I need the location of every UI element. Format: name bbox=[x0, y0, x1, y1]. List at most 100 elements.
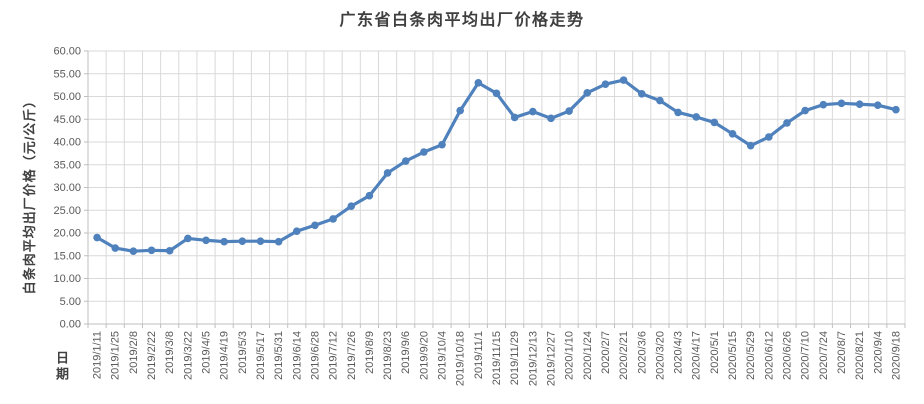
x-tick-label: 2020/4/17 bbox=[691, 331, 703, 380]
x-tick-label: 2019/10/18 bbox=[455, 331, 467, 386]
data-point-marker bbox=[837, 99, 846, 108]
data-point-marker bbox=[401, 157, 410, 165]
y-tick-label: 30.00 bbox=[53, 182, 81, 194]
data-point-marker bbox=[674, 108, 682, 117]
x-tick-label: 2020/1/10 bbox=[564, 331, 576, 380]
data-point-marker bbox=[601, 80, 610, 89]
x-tick-label: 2019/9/6 bbox=[400, 331, 412, 374]
data-point-marker bbox=[583, 89, 592, 97]
data-point-marker bbox=[474, 79, 483, 87]
chart-title: 广东省白条肉平均出厂价格走势 bbox=[339, 12, 585, 29]
data-point-marker bbox=[783, 119, 791, 127]
x-tick-label: 2020/5/1 bbox=[709, 331, 721, 374]
data-point-marker bbox=[238, 237, 247, 245]
data-point-marker bbox=[329, 215, 337, 223]
x-tick-label: 2020/8/7 bbox=[836, 331, 848, 374]
x-tick-label: 2019/9/20 bbox=[418, 331, 430, 380]
x-tick-label: 2020/7/24 bbox=[818, 331, 830, 380]
data-point-marker bbox=[311, 221, 319, 230]
data-point-marker bbox=[202, 236, 210, 245]
price-series-line bbox=[95, 78, 898, 253]
y-tick-label: 10.00 bbox=[53, 273, 81, 285]
y-tick-label: 15.00 bbox=[53, 250, 81, 262]
x-tick-label: 2020/1/24 bbox=[582, 331, 594, 380]
data-point-marker bbox=[220, 237, 228, 246]
y-tick-label: 35.00 bbox=[53, 159, 81, 171]
data-point-marker bbox=[456, 106, 464, 115]
data-point-marker bbox=[656, 96, 664, 105]
data-point-marker bbox=[728, 130, 737, 138]
data-point-marker bbox=[347, 202, 356, 210]
x-tick-label: 2019/7/26 bbox=[346, 331, 358, 380]
x-tick-label: 2019/12/13 bbox=[527, 331, 539, 386]
x-tick-label: 2020/5/29 bbox=[745, 331, 757, 380]
y-tick-label: 20.00 bbox=[53, 228, 81, 240]
x-tick-label: 2019/6/14 bbox=[291, 331, 303, 380]
x-tick-label: 2019/7/12 bbox=[328, 331, 340, 380]
data-point-marker bbox=[855, 100, 864, 109]
data-point-marker bbox=[765, 133, 773, 141]
y-tick-label: 50.00 bbox=[53, 91, 81, 103]
data-point-marker bbox=[529, 107, 537, 116]
x-tick-label: 2020/6/26 bbox=[782, 331, 794, 380]
y-tick-label: 55.00 bbox=[53, 68, 81, 80]
x-tick-label: 2019/2/8 bbox=[128, 331, 140, 374]
x-tick-label: 2020/2/7 bbox=[600, 331, 612, 374]
x-tick-label: 2019/6/28 bbox=[309, 331, 321, 380]
x-tick-label: 2020/5/15 bbox=[727, 331, 739, 380]
x-tick-label: 2019/5/31 bbox=[273, 331, 285, 380]
x-tick-label: 2019/8/23 bbox=[382, 331, 394, 380]
data-point-marker bbox=[365, 191, 374, 200]
y-tick-label: 60.00 bbox=[53, 46, 81, 58]
y-tick-label: 5.00 bbox=[60, 296, 81, 308]
x-tick-label: 2020/7/10 bbox=[800, 331, 812, 380]
data-point-marker bbox=[256, 237, 265, 245]
data-point-marker bbox=[129, 247, 138, 255]
x-tick-label: 2020/4/3 bbox=[673, 331, 685, 374]
x-tick-label: 2020/3/20 bbox=[654, 331, 666, 380]
x-tick-label: 2020/8/21 bbox=[854, 331, 866, 380]
x-tick-label: 2020/6/12 bbox=[763, 331, 775, 380]
x-tick-label: 2020/3/6 bbox=[636, 331, 648, 374]
data-point-marker bbox=[619, 76, 628, 84]
data-point-marker bbox=[93, 233, 101, 242]
x-tick-label: 2019/12/27 bbox=[545, 331, 557, 386]
data-point-marker bbox=[637, 89, 646, 98]
x-tick-label: 2019/10/4 bbox=[437, 331, 449, 380]
data-point-marker bbox=[165, 246, 174, 255]
data-point-marker bbox=[819, 100, 828, 109]
data-point-marker bbox=[274, 237, 283, 246]
x-axis-title: 日期 bbox=[54, 351, 69, 383]
x-tick-label: 2019/11/15 bbox=[491, 331, 503, 385]
data-point-marker bbox=[710, 118, 719, 127]
x-tick-label: 2019/5/17 bbox=[255, 331, 267, 380]
data-point-marker bbox=[292, 227, 301, 235]
data-point-marker bbox=[801, 106, 809, 115]
y-tick-label: 45.00 bbox=[53, 114, 81, 126]
data-point-marker bbox=[873, 101, 882, 109]
data-point-marker bbox=[383, 169, 392, 177]
data-point-marker bbox=[492, 89, 501, 98]
x-tick-label: 2019/2/22 bbox=[146, 331, 158, 380]
x-tick-label: 2019/5/3 bbox=[237, 331, 249, 374]
data-point-marker bbox=[111, 244, 120, 252]
data-point-marker bbox=[692, 113, 701, 121]
data-point-marker bbox=[565, 107, 573, 115]
y-tick-label: 40.00 bbox=[53, 137, 81, 149]
x-tick-label: 2020/9/4 bbox=[872, 331, 884, 374]
x-tick-label: 2019/3/22 bbox=[182, 331, 194, 380]
data-point-marker bbox=[147, 246, 156, 255]
data-point-marker bbox=[420, 148, 428, 156]
x-tick-label: 2019/11/29 bbox=[509, 331, 521, 385]
x-tick-label: 2019/3/8 bbox=[164, 331, 176, 374]
y-tick-label: 25.00 bbox=[53, 205, 81, 217]
y-tick-label: 0.00 bbox=[60, 319, 81, 331]
x-tick-label: 2019/4/19 bbox=[219, 331, 231, 380]
data-point-marker bbox=[510, 113, 519, 122]
x-tick-label: 2019/4/5 bbox=[201, 331, 213, 374]
x-tick-label: 2020/2/21 bbox=[618, 331, 630, 380]
x-tick-label: 2019/8/9 bbox=[364, 331, 376, 374]
data-point-marker bbox=[184, 234, 192, 243]
x-tick-label: 2019/11/1 bbox=[473, 331, 485, 379]
